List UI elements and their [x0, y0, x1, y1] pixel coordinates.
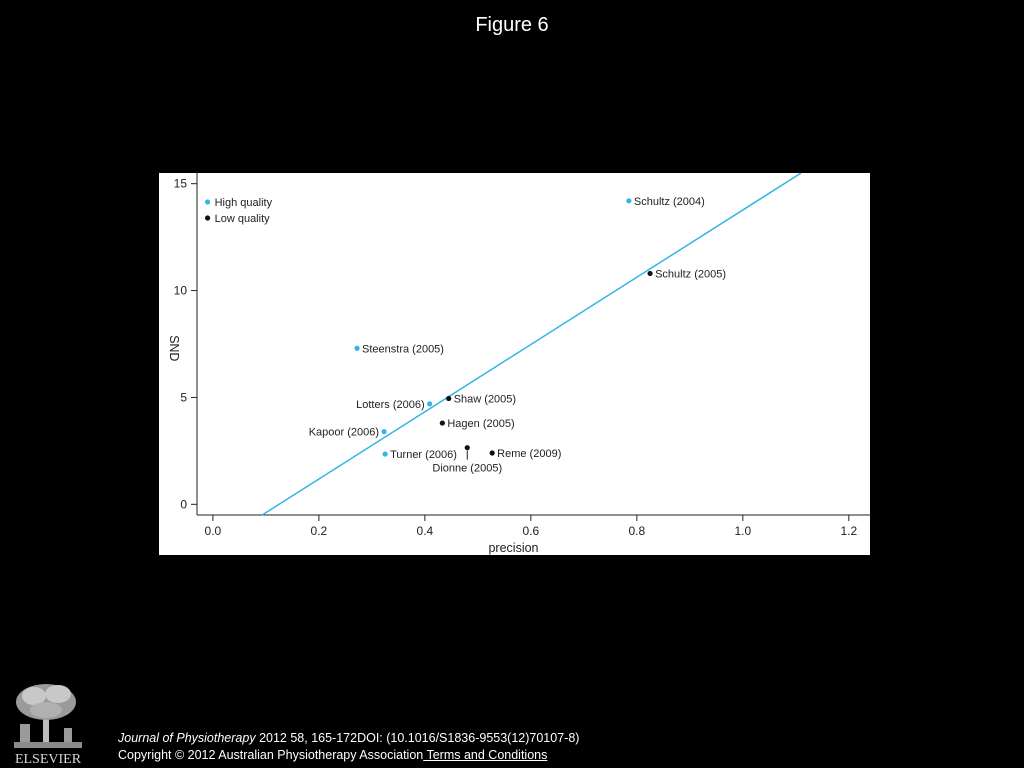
- data-label: Shaw (2005): [454, 394, 516, 406]
- scatter-chart: 0.0 0.2 0.4 0.6 0.8 1.0 1.2 0 5 10 15 precision SND H…: [167, 173, 870, 555]
- copyright-line: Copyright © 2012 Australian Physiotherap…: [118, 747, 579, 764]
- citation-line: Journal of Physiotherapy 2012 58, 165-17…: [118, 730, 579, 747]
- legend-label: Low quality: [215, 213, 271, 225]
- citation-footer: Journal of Physiotherapy 2012 58, 165-17…: [118, 730, 579, 764]
- figure-title: Figure 6: [475, 14, 549, 36]
- x-tick-label: 0.2: [311, 524, 328, 538]
- svg-text:ELSEVIER: ELSEVIER: [15, 752, 82, 766]
- data-point: [382, 451, 388, 457]
- regression-line: [261, 173, 802, 516]
- y-tick-label: 5: [180, 390, 187, 404]
- data-label: Schultz (2004): [634, 196, 705, 208]
- data-point: [427, 401, 433, 407]
- citation-details: 2012 58, 165-172DOI: (10.1016/S1836-9553…: [255, 731, 580, 745]
- x-axis-label: precision: [488, 541, 538, 555]
- data-point: [489, 450, 495, 456]
- data-point: [354, 345, 360, 351]
- journal-name: Journal of Physiotherapy: [118, 731, 256, 745]
- x-tick-label: 0.8: [628, 524, 645, 538]
- data-label: Reme (2009): [497, 448, 561, 460]
- data-label: Schultz (2005): [655, 268, 726, 280]
- data-point: [626, 198, 632, 204]
- x-tick-label: 0.0: [205, 524, 222, 538]
- x-tick-label: 1.2: [840, 524, 857, 538]
- copyright-text: Copyright © 2012 Australian Physiotherap…: [118, 748, 424, 762]
- y-tick-label: 15: [174, 177, 188, 191]
- legend-marker: [204, 215, 211, 221]
- data-label: Lotters (2006): [356, 399, 424, 411]
- elsevier-logo: ELSEVIER: [14, 684, 82, 766]
- data-label: Dionne (2005): [432, 463, 502, 475]
- y-axis-label: SND: [167, 335, 181, 361]
- data-point: [464, 445, 470, 451]
- y-tick-label: 10: [174, 284, 188, 298]
- legend-marker: [204, 199, 211, 205]
- data-label: Steenstra (2005): [362, 343, 444, 355]
- legend-label: High quality: [215, 197, 273, 209]
- data-point: [446, 395, 452, 402]
- x-tick-label: 0.4: [417, 524, 434, 538]
- data-point: [381, 429, 387, 435]
- y-tick-label: 0: [180, 497, 187, 511]
- x-tick-label: 0.6: [523, 524, 540, 538]
- terms-and-conditions-link[interactable]: Terms and Conditions: [423, 748, 548, 762]
- data-label: Kapoor (2006): [309, 427, 379, 439]
- data-label: Turner (2006): [390, 449, 457, 461]
- chart-panel: 0.0 0.2 0.4 0.6 0.8 1.0 1.2 0 5 10 15 precision SND H…: [159, 173, 870, 555]
- data-label: Hagen (2005): [447, 418, 514, 430]
- data-point: [647, 270, 653, 277]
- x-tick-label: 1.0: [734, 524, 751, 538]
- data-point: [439, 420, 445, 426]
